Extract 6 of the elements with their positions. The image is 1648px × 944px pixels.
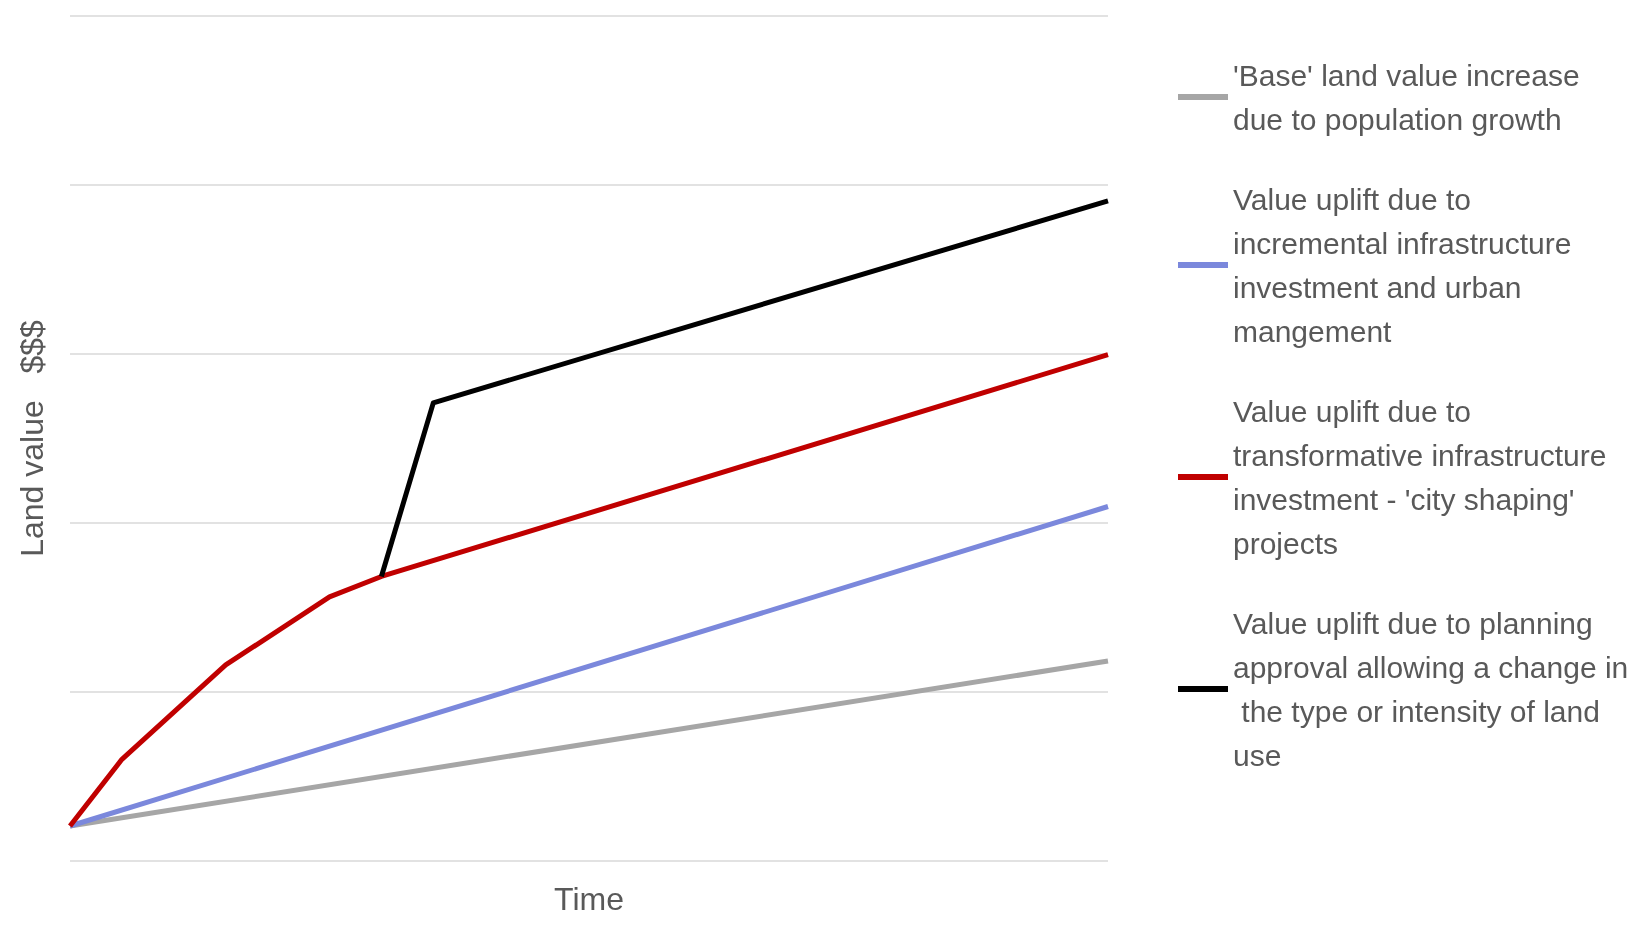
x-axis-title: Time	[554, 881, 624, 917]
legend-label: 'Base' land value increase due to population growth	[1233, 58, 1589, 136]
legend-label: Value uplift due to transformative infrastructure investment - 'city shaping' projects	[1233, 394, 1615, 560]
y-axis-title: Land value $$$	[14, 319, 50, 557]
legend-label: Value uplift due to planning approval allowing a change in the type or intensity of land use	[1233, 606, 1629, 772]
legend-label: Value uplift due to incremental infrastructure investment and urban mangement	[1233, 182, 1580, 348]
